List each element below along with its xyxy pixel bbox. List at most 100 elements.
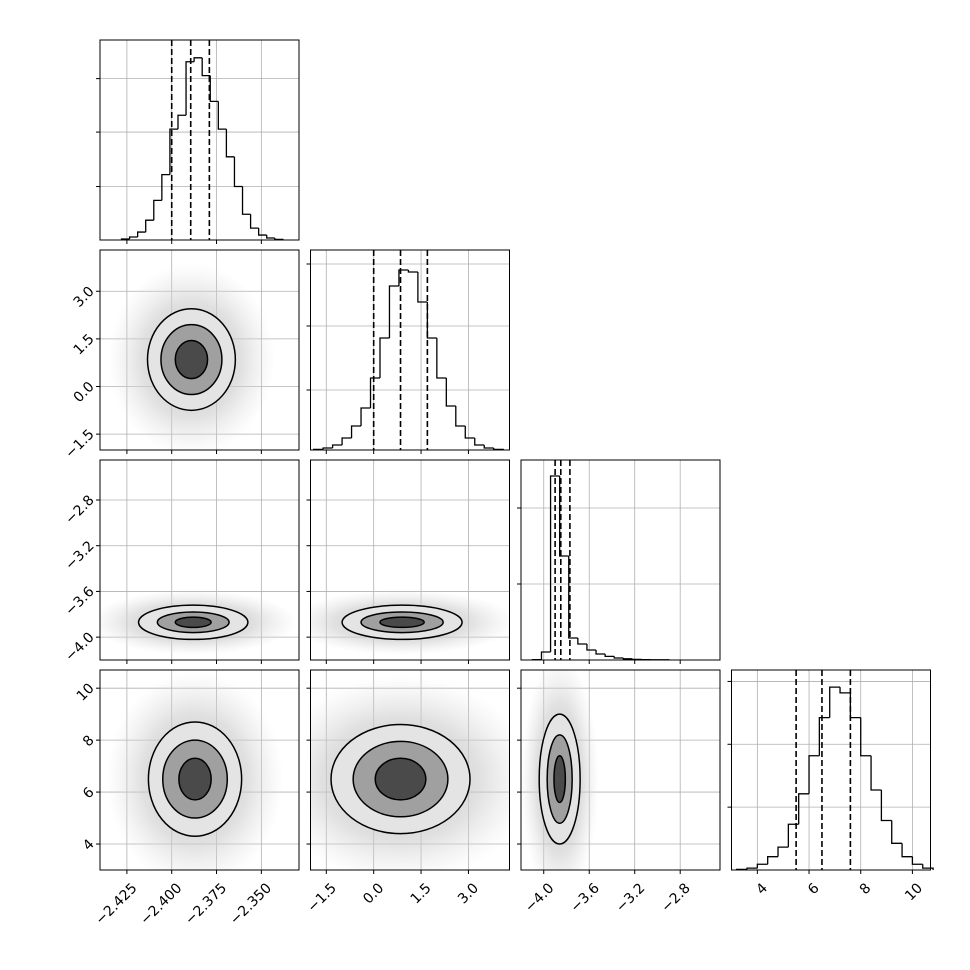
hist-bin	[839, 687, 851, 694]
hist-bin	[798, 793, 810, 825]
hist-bin	[464, 426, 475, 439]
hist-bin	[258, 228, 267, 236]
hist-bin	[217, 101, 227, 130]
hist-bin	[880, 790, 892, 822]
hist-bin	[849, 692, 861, 719]
hist-bin	[266, 235, 275, 239]
panel-frame	[310, 669, 510, 871]
hist-bin	[474, 438, 485, 446]
y-tick-label: 0.0	[71, 379, 98, 406]
hist-bin	[808, 755, 820, 794]
y-tick-label: −3.6	[62, 584, 97, 619]
hist-bin	[922, 864, 934, 870]
panel-frame	[99, 459, 300, 661]
hist-bin	[870, 755, 882, 791]
x-tick-label: −3.6	[567, 880, 602, 915]
hist-bin	[622, 658, 633, 660]
y-tick-label: 1.5	[71, 331, 98, 358]
x-tick-label: 3.0	[455, 880, 482, 907]
density	[100, 589, 298, 655]
x-tick-label: −2.425	[93, 880, 141, 928]
contour	[379, 616, 425, 629]
hist-bin	[436, 338, 447, 379]
hist-bin	[901, 843, 913, 858]
x-tick-label: 10	[902, 880, 926, 904]
x-tick-label: −2.375	[182, 880, 230, 928]
hist-bin	[169, 128, 178, 175]
y-tick-label: 8	[80, 732, 98, 750]
hist-bin	[891, 820, 903, 844]
panel-frame	[99, 249, 300, 451]
hist-bin	[136, 231, 146, 238]
panel-frame	[310, 249, 510, 451]
y-tick-label: 3.0	[71, 284, 98, 311]
hist-bin	[586, 644, 597, 651]
density	[521, 670, 599, 870]
hist-bin	[787, 823, 799, 848]
x-tick-label: −2.350	[227, 880, 275, 928]
x-tick-label: −1.5	[305, 880, 340, 915]
hist-bin	[818, 716, 830, 756]
hist-bin	[911, 856, 923, 865]
hist-bin	[777, 846, 789, 857]
x-tick-label: 4	[753, 880, 771, 898]
hist-bin	[177, 114, 187, 130]
contour	[174, 616, 212, 629]
x-tick-label: −2.400	[137, 880, 185, 928]
panel-frame	[310, 459, 510, 661]
hist-bin	[417, 272, 428, 303]
x-tick-label: 1.5	[408, 880, 435, 907]
hist-bin	[398, 269, 409, 286]
hist-bin	[746, 867, 758, 870]
hist-bin	[631, 658, 642, 661]
hist-bin	[233, 156, 243, 188]
hist-bin	[350, 425, 362, 438]
hist-bin	[209, 75, 219, 103]
hist-bin	[604, 654, 615, 658]
hist-bin	[540, 651, 551, 660]
density	[106, 670, 284, 870]
hist-bin	[426, 302, 437, 339]
hist-bin	[829, 686, 841, 718]
x-tick-label: −2.8	[658, 880, 693, 915]
hist-bin	[568, 556, 578, 639]
contour	[374, 757, 427, 801]
hist-bin	[613, 656, 624, 659]
hist-bin	[860, 717, 872, 757]
y-tick-label: −2.8	[62, 492, 97, 527]
panel-frame	[520, 459, 721, 661]
hist-bin	[341, 437, 352, 445]
density	[310, 675, 510, 870]
hist-bin	[145, 219, 154, 233]
x-tick-label: −3.2	[613, 880, 648, 915]
hist-bin	[360, 407, 371, 426]
hist-bin	[322, 447, 333, 450]
hist-bin	[407, 270, 418, 273]
hist-bin	[388, 285, 399, 338]
hist-bin	[483, 445, 494, 449]
x-tick-label: −4.0	[522, 880, 557, 915]
density	[108, 263, 275, 450]
hist-bin	[161, 174, 170, 201]
y-tick-label: −3.2	[62, 538, 97, 573]
contour	[174, 339, 209, 380]
density	[310, 589, 510, 655]
hist-bin	[379, 337, 390, 378]
y-tick-label: 4	[80, 836, 98, 854]
x-tick-label: 8	[857, 880, 875, 898]
panel-frame	[99, 669, 300, 871]
hist-bin	[577, 638, 587, 645]
hist-bin	[756, 863, 768, 869]
hist-bin	[559, 476, 569, 557]
panel-frame	[731, 669, 931, 871]
hist-bin	[595, 650, 606, 655]
y-tick-label: −4.0	[62, 629, 97, 664]
hist-bin	[445, 378, 456, 407]
hist-bin	[193, 57, 203, 62]
hist-bin	[241, 186, 251, 215]
y-tick-label: −1.5	[62, 426, 97, 461]
panel-frame	[520, 669, 721, 871]
hist-bin	[153, 199, 162, 221]
